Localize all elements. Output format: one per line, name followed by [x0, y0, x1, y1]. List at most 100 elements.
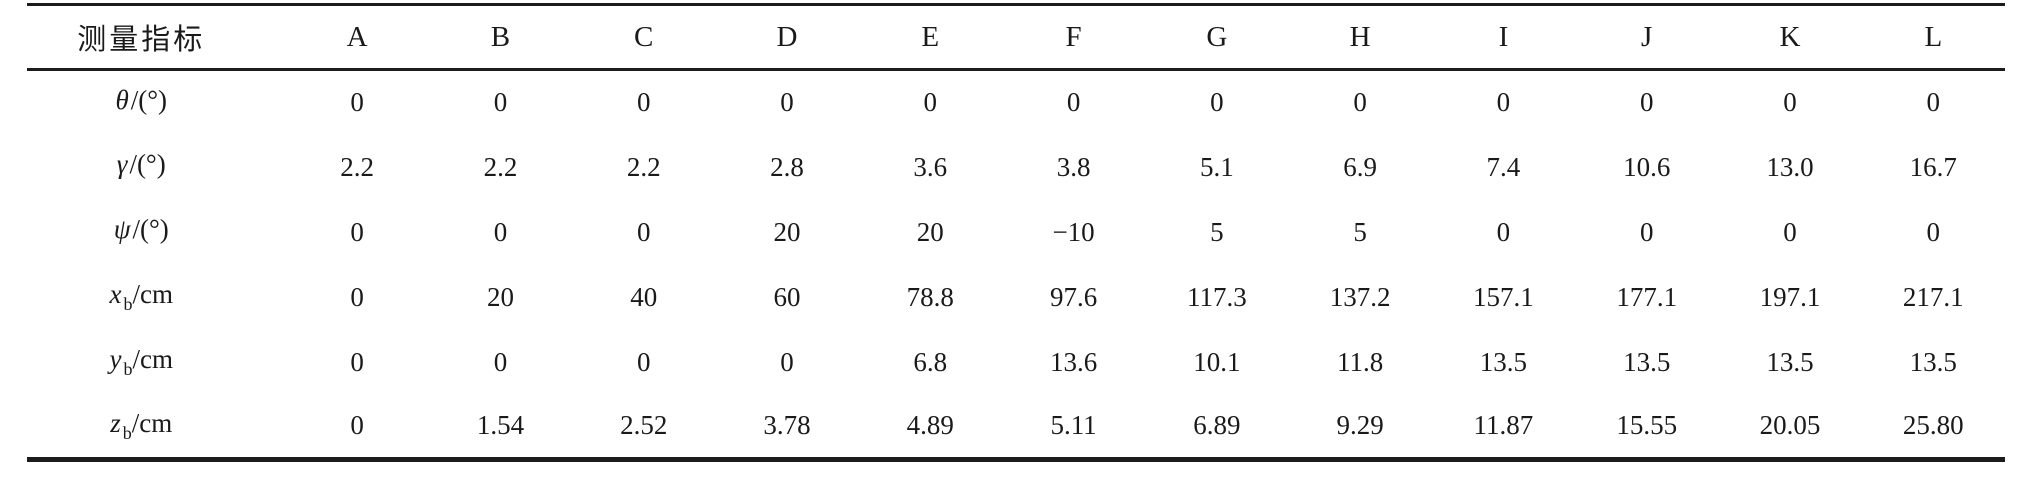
- data-cell: 13.5: [1909, 346, 1957, 377]
- data-cell: 20: [773, 216, 801, 247]
- data-cell: 15.55: [1616, 410, 1678, 441]
- data-cell: 2.52: [620, 410, 668, 441]
- data-cell: 6.89: [1193, 410, 1241, 441]
- header-cell-L: L: [1924, 20, 1943, 53]
- data-cell: 11.87: [1473, 410, 1534, 441]
- row-subscript: b: [123, 294, 133, 314]
- header-cell-D: D: [776, 20, 798, 53]
- data-cell: 0: [1066, 87, 1081, 118]
- header-cell-K: K: [1779, 20, 1801, 53]
- row-label: ψ/(°): [27, 200, 286, 265]
- data-cell: 0: [1353, 87, 1367, 118]
- data-cell: 0: [350, 281, 364, 312]
- data-cell: 0: [923, 87, 938, 118]
- row-symbol: ψ: [113, 214, 131, 244]
- data-cell: 13.6: [1049, 346, 1098, 377]
- table-row-yb: y b/cm 0 0 0 0 6.8 13.6 10.1 11.8 13.5 13…: [27, 330, 2005, 395]
- data-cell: 5: [1210, 216, 1224, 247]
- data-cell: 117.3: [1186, 281, 1247, 312]
- row-symbol: z: [110, 407, 121, 438]
- row-subscript: b: [123, 359, 133, 379]
- data-cell: 5.1: [1199, 151, 1234, 182]
- data-cell: 0: [780, 346, 794, 377]
- data-cell: 60: [773, 281, 801, 312]
- data-cell: 3.6: [913, 151, 948, 182]
- data-cell: 0: [780, 87, 794, 118]
- data-cell: 5: [1353, 216, 1367, 247]
- data-cell: 78.8: [906, 281, 954, 312]
- row-label: x b/cm: [27, 265, 286, 330]
- row-symbol: γ: [116, 149, 128, 179]
- data-cell: 177.1: [1616, 281, 1678, 312]
- data-cell: 0: [1783, 87, 1797, 118]
- data-cell: 0: [350, 87, 364, 118]
- data-cell: 0: [636, 346, 651, 377]
- data-cell: 13.5: [1479, 346, 1528, 377]
- row-label: θ/(°): [27, 70, 286, 135]
- data-cell: 3.78: [763, 410, 811, 441]
- data-cell: 0: [350, 346, 364, 377]
- data-cell: 6.8: [913, 346, 948, 377]
- data-cell: 97.6: [1049, 281, 1098, 312]
- data-cell: 0: [1639, 216, 1654, 247]
- row-unit: /cm: [132, 279, 174, 309]
- data-cell: 10.6: [1623, 151, 1671, 182]
- data-cell: 11.8: [1337, 346, 1384, 377]
- data-cell: 0: [493, 346, 508, 377]
- table-body: θ/(°) 0 0 0 0 0 0 0 0 0 0 0 0 γ/(°) 2.2: [27, 70, 2005, 460]
- measurement-table: 测量指标 A B C D E F G H I J K L θ/(°) 0: [27, 3, 2005, 462]
- header-cell-I: I: [1498, 20, 1509, 53]
- data-cell: 20: [486, 281, 514, 312]
- row-unit: /cm: [131, 407, 173, 438]
- header-cell-E: E: [921, 20, 940, 53]
- table-header: 测量指标 A B C D E F G H I J K L: [27, 5, 2005, 70]
- data-cell: 5.11: [1050, 410, 1097, 441]
- data-cell: 0: [636, 216, 651, 247]
- row-unit: /(°): [130, 84, 168, 115]
- data-cell: 7.4: [1486, 151, 1521, 182]
- data-cell: 3.8: [1056, 151, 1091, 182]
- data-cell: 2.2: [340, 151, 375, 182]
- data-cell: 13.5: [1766, 346, 1814, 377]
- header-cell-H: H: [1349, 20, 1371, 53]
- row-subscript: b: [122, 422, 132, 443]
- header-cell-F: F: [1065, 20, 1082, 53]
- header-cell-A: A: [346, 20, 368, 53]
- table-row-gamma: γ/(°) 2.2 2.2 2.2 2.8 3.6 3.8 5.1 6.9 7.…: [27, 135, 2005, 200]
- row-label: γ/(°): [27, 135, 286, 200]
- data-cell: 0: [1496, 216, 1511, 247]
- data-cell: 2.2: [626, 151, 661, 182]
- header-cell-C: C: [634, 20, 654, 53]
- row-unit: /(°): [129, 149, 166, 179]
- data-cell: 13.0: [1766, 151, 1814, 182]
- data-cell: 0: [1496, 87, 1511, 118]
- data-cell: 0: [1783, 216, 1797, 247]
- header-row: 测量指标 A B C D E F G H I J K L: [27, 5, 2005, 70]
- data-cell: 0: [1926, 216, 1941, 247]
- data-cell: 137.2: [1329, 281, 1391, 312]
- data-cell: 2.8: [770, 151, 804, 182]
- table-row-xb: x b/cm 0 20 40 60 78.8 97.6 117.3 137.2 1…: [27, 265, 2005, 330]
- row-label: y b/cm: [27, 330, 286, 395]
- header-cell-J: J: [1641, 20, 1653, 53]
- data-cell: −10: [1052, 216, 1095, 247]
- data-cell: 0: [350, 216, 364, 247]
- row-symbol: y: [109, 344, 122, 374]
- data-cell: 20.05: [1759, 410, 1821, 441]
- data-cell: 40: [630, 281, 658, 312]
- table-row-theta: θ/(°) 0 0 0 0 0 0 0 0 0 0 0 0: [27, 70, 2005, 135]
- table-row-zb: z b/cm 0 1.54 2.52 3.78 4.89 5.11 6.89 9.…: [27, 395, 2005, 460]
- table-row-psi: ψ/(°) 0 0 0 20 20 −10 5 5 0 0 0 0: [27, 200, 2005, 265]
- header-cell-B: B: [490, 20, 511, 53]
- header-cell-G: G: [1206, 20, 1228, 53]
- data-cell: 4.89: [906, 410, 954, 441]
- data-cell: 0: [1926, 87, 1941, 118]
- row-unit: /cm: [132, 344, 174, 374]
- header-cell-label: 测量指标: [77, 24, 206, 56]
- data-cell: 0: [1639, 87, 1654, 118]
- row-symbol: x: [109, 279, 122, 309]
- data-cell: 0: [493, 216, 508, 247]
- data-cell: 197.1: [1759, 281, 1821, 312]
- data-cell: 6.9: [1343, 151, 1377, 182]
